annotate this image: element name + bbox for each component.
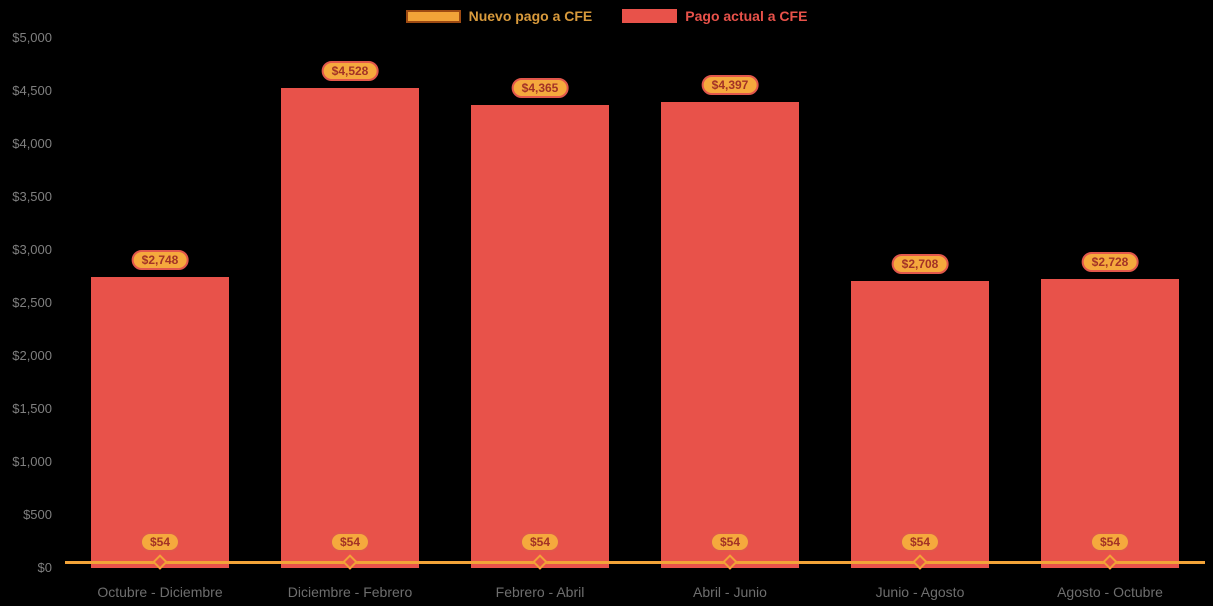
bar-value-label: $4,397	[701, 74, 759, 95]
y-axis-label: $5,000	[12, 30, 52, 45]
bar-value-label: $4,528	[321, 61, 379, 82]
x-axis-label: Octubre - Diciembre	[97, 584, 223, 600]
line-value-label: $54	[139, 532, 181, 553]
line-value-label: $54	[899, 532, 941, 553]
line-value-label: $54	[519, 532, 561, 553]
bar-pago-actual[interactable]	[281, 88, 419, 568]
bar-pago-actual[interactable]	[661, 101, 799, 568]
y-axis-label: $1,500	[12, 401, 52, 416]
bar-pago-actual[interactable]	[1041, 278, 1179, 568]
x-axis-label: Febrero - Abril	[495, 584, 585, 600]
legend: Nuevo pago a CFE Pago actual a CFE	[0, 8, 1213, 24]
y-axis-label: $2,500	[12, 295, 52, 310]
bar-pago-actual[interactable]	[471, 105, 609, 568]
y-axis-label: $3,000	[12, 242, 52, 257]
y-axis-label: $2,000	[12, 348, 52, 363]
y-axis-label: $3,500	[12, 189, 52, 204]
y-axis-label: $500	[23, 507, 52, 522]
x-axis-label: Abril - Junio	[693, 584, 767, 600]
y-axis-label: $4,500	[12, 83, 52, 98]
bar-pago-actual[interactable]	[91, 276, 229, 568]
line-value-label: $54	[329, 532, 371, 553]
y-axis-label: $0	[37, 560, 52, 575]
y-axis-label: $4,000	[12, 136, 52, 151]
x-axis-label: Agosto - Octubre	[1057, 584, 1163, 600]
x-axis-label: Diciembre - Febrero	[287, 584, 413, 600]
x-axis-label: Junio - Agosto	[875, 584, 965, 600]
y-axis-label: $1,000	[12, 454, 52, 469]
bar-value-label: $2,728	[1081, 251, 1139, 272]
legend-item-nuevo-pago[interactable]: Nuevo pago a CFE	[405, 8, 593, 24]
bar-value-label: $2,708	[891, 253, 949, 274]
legend-label-nuevo-pago: Nuevo pago a CFE	[468, 8, 593, 24]
bar-value-label: $2,748	[131, 249, 189, 270]
legend-swatch-pago-actual	[622, 9, 678, 23]
legend-item-pago-actual[interactable]: Pago actual a CFE	[622, 8, 807, 24]
bar-pago-actual[interactable]	[851, 280, 989, 568]
line-value-label: $54	[709, 532, 751, 553]
legend-label-pago-actual: Pago actual a CFE	[685, 8, 808, 24]
line-series-nuevo-pago	[65, 560, 1205, 564]
line-value-label: $54	[1089, 532, 1131, 553]
bar-value-label: $4,365	[511, 78, 569, 99]
legend-swatch-nuevo-pago	[405, 9, 461, 23]
